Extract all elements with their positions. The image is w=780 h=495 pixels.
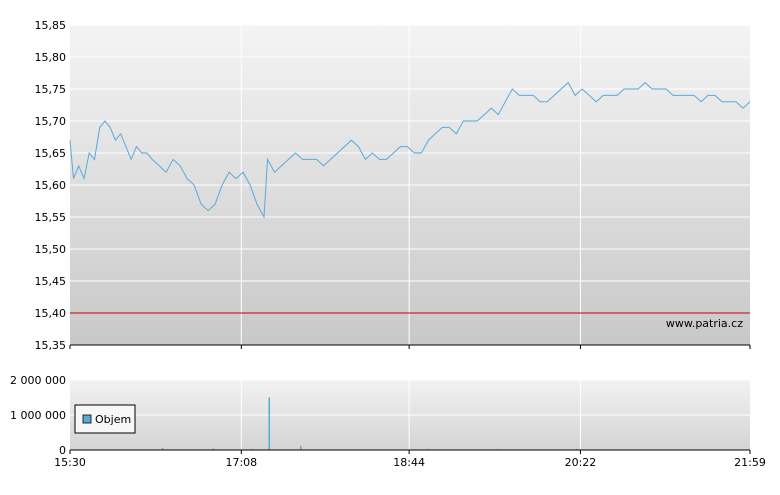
legend-swatch [82, 414, 92, 424]
volume-bar [576, 448, 578, 450]
price-y-tick-label: 15,55 [35, 211, 67, 224]
x-tick-label: 15:30 [54, 456, 86, 469]
volume-y-tick-label: 1 000 000 [10, 409, 66, 422]
volume-bar [161, 447, 164, 450]
volume-y-tick-label: 2 000 000 [10, 374, 66, 387]
x-tick-label: 17:08 [225, 456, 257, 469]
x-tick-label: 21:59 [734, 456, 766, 469]
volume-x-axis-labels: 15:30 17:08 18:44 20:22 21:59 [54, 450, 766, 469]
price-y-tick-label: 15,80 [35, 51, 67, 64]
price-y-axis: 15,85 15,80 15,75 15,70 15,65 15,60 15,55 15,50… [35, 19, 67, 352]
volume-legend: Objem [74, 404, 136, 434]
price-y-tick-label: 15,50 [35, 243, 67, 256]
price-y-tick-label: 15,75 [35, 83, 67, 96]
price-y-tick-label: 15,35 [35, 339, 67, 352]
x-tick-label: 18:44 [393, 456, 425, 469]
price-y-tick-label: 15,85 [35, 19, 67, 32]
watermark: www.patria.cz [666, 317, 743, 330]
price-y-tick-label: 15,45 [35, 275, 67, 288]
x-tick-label: 20:22 [565, 456, 597, 469]
price-x-ticks [69, 345, 751, 349]
legend-label: Objem [95, 413, 131, 426]
price-y-tick-label: 15,70 [35, 115, 67, 128]
price-y-tick-label: 15,40 [35, 307, 67, 320]
volume-bar [299, 445, 302, 450]
volume-gridlines [70, 379, 750, 450]
price-series-line [69, 81, 751, 219]
volume-bar [212, 448, 215, 450]
price-y-tick-label: 15,60 [35, 179, 67, 192]
price-y-tick-label: 15,65 [35, 147, 67, 160]
volume-y-tick-label: 0 [59, 444, 66, 457]
volume-bar [427, 448, 430, 450]
volume-y-axis: 2 000 000 1 000 000 0 [10, 374, 66, 457]
volume-bar [268, 397, 271, 450]
